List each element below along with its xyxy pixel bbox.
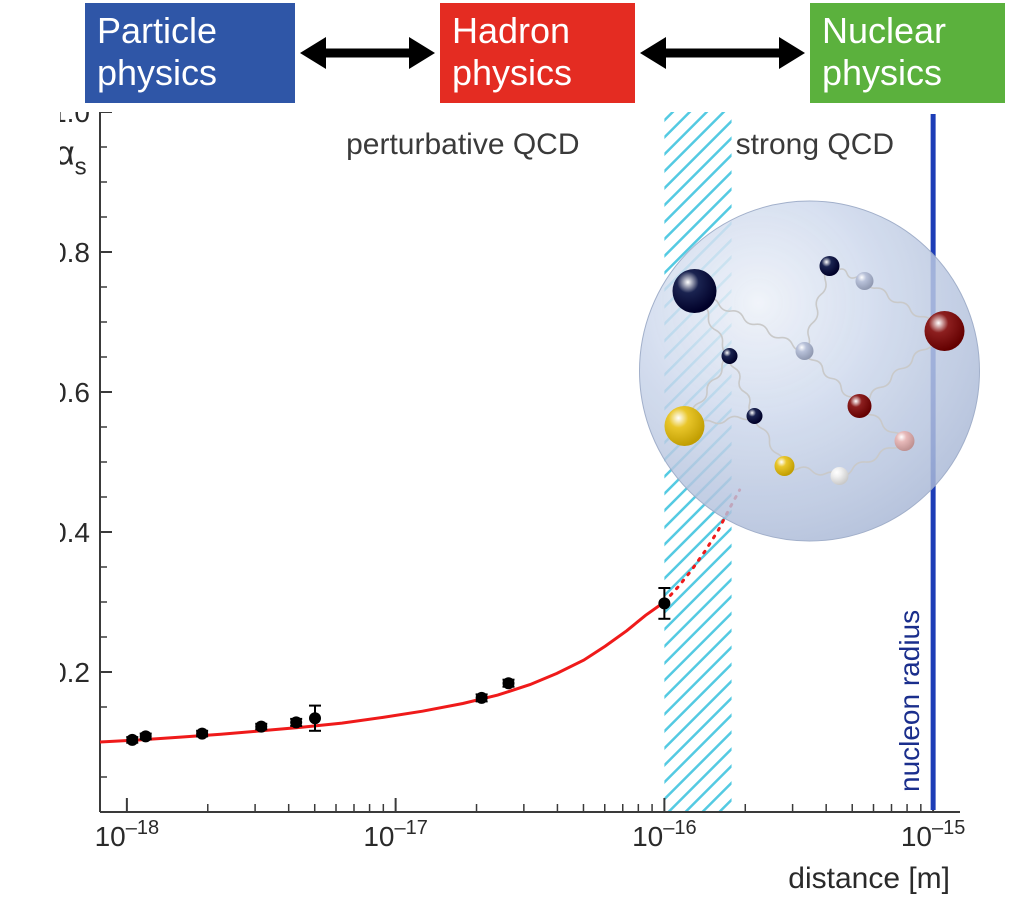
figure-root: ParticlephysicsHadronphysicsNuclearphysi… bbox=[0, 0, 1016, 919]
header-label: Hadron bbox=[452, 10, 570, 51]
annotation-sQCD: strong QCD bbox=[736, 128, 894, 161]
header-label: physics bbox=[97, 52, 217, 93]
double-arrow-icon bbox=[640, 37, 805, 69]
plot-area: 0.2 0.4 0.6 0.8 1.0 10–18 10–17 10–16 10–15 αs dis… bbox=[60, 112, 990, 897]
data-point bbox=[290, 716, 302, 728]
annotation-pQCD: perturbative QCD bbox=[346, 128, 579, 161]
y-tick-label: 1.0 bbox=[60, 112, 90, 128]
nucleon-illustration bbox=[640, 201, 980, 541]
nucleon-radius-label: nucleon radius bbox=[894, 610, 925, 792]
header-label: Particle bbox=[97, 10, 217, 51]
alpha-s-curve bbox=[100, 602, 664, 742]
header-label: physics bbox=[822, 52, 942, 93]
x-axis-label: distance [m] bbox=[788, 862, 950, 895]
y-tick-label: 0.6 bbox=[60, 377, 90, 408]
data-point bbox=[196, 728, 208, 740]
double-arrow-icon bbox=[300, 37, 435, 69]
x-tick-label: 10–18 bbox=[95, 817, 160, 852]
y-tick-label: 0.2 bbox=[60, 657, 90, 688]
data-point bbox=[140, 730, 152, 742]
x-tick-label: 10–15 bbox=[901, 817, 966, 852]
y-tick-label: 0.4 bbox=[60, 517, 90, 548]
data-point bbox=[503, 677, 515, 689]
x-tick-label: 10–16 bbox=[632, 817, 697, 852]
header-label: Nuclear bbox=[822, 10, 946, 51]
data-point bbox=[255, 721, 267, 733]
data-point bbox=[658, 597, 670, 609]
data-point bbox=[126, 734, 138, 746]
y-tick-label: 0.8 bbox=[60, 237, 90, 268]
data-point bbox=[309, 712, 321, 724]
y-axis-label: αs bbox=[60, 135, 87, 181]
x-tick-label: 10–17 bbox=[363, 817, 428, 852]
data-point bbox=[476, 692, 488, 704]
header-label: physics bbox=[452, 52, 572, 93]
header-bar: ParticlephysicsHadronphysicsNuclearphysi… bbox=[85, 3, 1005, 103]
